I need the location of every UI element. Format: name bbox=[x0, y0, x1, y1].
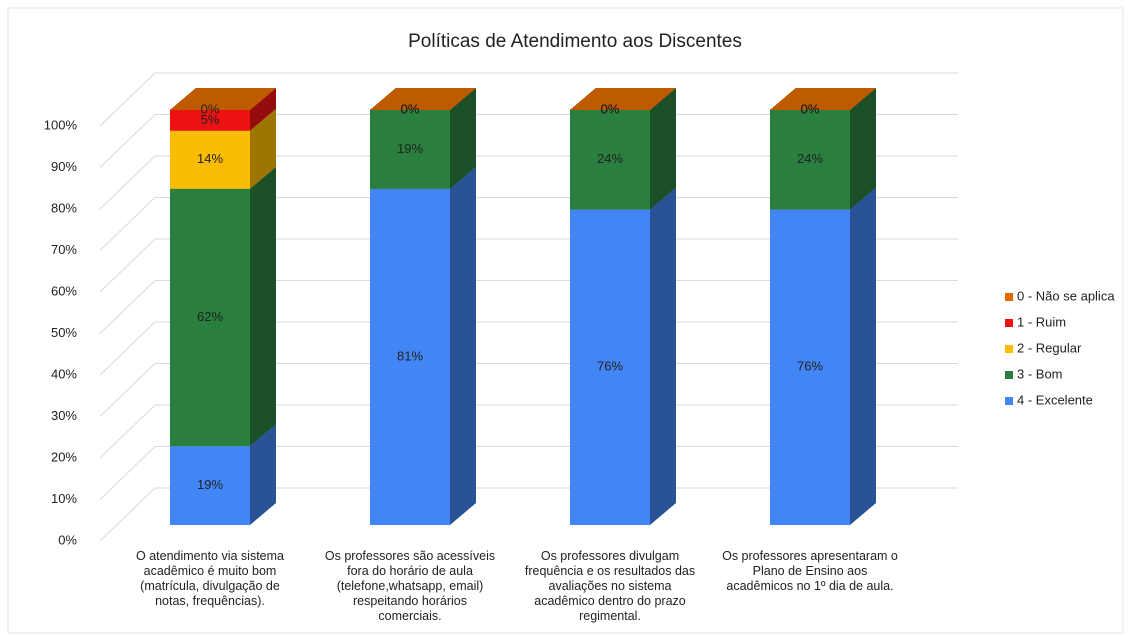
y-tick-label: 0% bbox=[58, 532, 77, 547]
bar-side bbox=[250, 166, 276, 447]
y-tick-label: 30% bbox=[51, 408, 77, 423]
data-label: 24% bbox=[797, 151, 823, 166]
bar-front bbox=[570, 110, 650, 210]
bar-segment bbox=[370, 88, 476, 189]
grid-line bbox=[99, 280, 958, 334]
bar-side bbox=[250, 108, 276, 189]
legend-swatch bbox=[1005, 397, 1013, 405]
bar-front bbox=[770, 110, 850, 210]
grid-line bbox=[99, 321, 958, 376]
data-label: 0% bbox=[801, 101, 820, 116]
y-tick-label: 100% bbox=[44, 117, 78, 132]
data-label: 19% bbox=[397, 141, 423, 156]
bar-side bbox=[850, 88, 876, 210]
frame bbox=[7, 7, 1124, 634]
bar-top bbox=[170, 88, 276, 110]
data-label: 81% bbox=[397, 348, 423, 363]
data-label: 0% bbox=[201, 101, 220, 116]
bar-side bbox=[250, 424, 276, 525]
grid-line bbox=[99, 197, 958, 251]
grid-line bbox=[99, 404, 958, 459]
y-tick-label: 80% bbox=[51, 200, 77, 215]
data-label: 0% bbox=[801, 101, 820, 116]
bar-side bbox=[450, 88, 476, 189]
x-tick-label: Os professores são acessíveis fora do ho… bbox=[324, 549, 496, 623]
bar-segment bbox=[370, 88, 476, 110]
bar-side bbox=[450, 166, 476, 525]
data-label: 24% bbox=[597, 151, 623, 166]
bar-front bbox=[370, 188, 450, 525]
bar-segment bbox=[370, 166, 476, 525]
bar-front bbox=[170, 446, 250, 525]
y-tick-label: 70% bbox=[51, 242, 77, 257]
y-tick-label: 40% bbox=[51, 366, 77, 381]
x-tick-label: Os professores divulgam frequência e os … bbox=[524, 549, 696, 623]
bar-segment bbox=[770, 187, 876, 525]
bar-top bbox=[770, 88, 876, 110]
grid-line bbox=[99, 238, 958, 293]
data-label: 0% bbox=[401, 101, 420, 116]
data-label: 0% bbox=[601, 101, 620, 116]
legend-swatch bbox=[1005, 371, 1013, 379]
bar-segment bbox=[570, 88, 676, 110]
bar-top bbox=[370, 88, 476, 110]
bar-segment bbox=[770, 88, 876, 110]
grid-line bbox=[99, 114, 958, 168]
data-label: 62% bbox=[197, 309, 223, 324]
bar-side bbox=[650, 187, 676, 525]
bar-front bbox=[770, 209, 850, 525]
bar-side bbox=[850, 187, 876, 525]
x-tick-label: O atendimento via sistema acadêmico é mu… bbox=[136, 549, 284, 608]
legend-swatch bbox=[1005, 293, 1013, 301]
data-label: 0% bbox=[601, 101, 620, 116]
legend-label: 3 - Bom bbox=[1017, 366, 1063, 381]
data-label: 0% bbox=[401, 101, 420, 116]
y-tick-label: 10% bbox=[51, 491, 77, 506]
y-tick-label: 50% bbox=[51, 325, 77, 340]
bar-front bbox=[170, 110, 250, 131]
chart-title: Políticas de Atendimento aos Discentes bbox=[408, 31, 742, 52]
bar-front bbox=[170, 188, 250, 447]
y-tick-label: 20% bbox=[51, 449, 77, 464]
x-tick-label: Os professores apresentaram o Plano de E… bbox=[722, 549, 898, 593]
bar-front bbox=[370, 110, 450, 189]
grid-line bbox=[99, 72, 958, 127]
data-label: 0% bbox=[601, 101, 620, 116]
y-tick-label: 60% bbox=[51, 283, 77, 298]
grid-line bbox=[99, 363, 958, 417]
data-label: 0% bbox=[401, 101, 420, 116]
data-label: 76% bbox=[797, 359, 823, 374]
data-label: 19% bbox=[197, 477, 223, 492]
data-label: 76% bbox=[597, 359, 623, 374]
bar-front bbox=[170, 130, 250, 189]
bar-top bbox=[570, 88, 676, 110]
bar-segment bbox=[570, 187, 676, 525]
legend-swatch bbox=[1005, 319, 1013, 327]
legend-swatch bbox=[1005, 345, 1013, 353]
data-label: 0% bbox=[801, 101, 820, 116]
data-label: 14% bbox=[197, 151, 223, 166]
bar-side bbox=[250, 88, 276, 131]
bar-side bbox=[650, 88, 676, 210]
data-label: 5% bbox=[201, 112, 220, 127]
legend-label: 4 - Excelente bbox=[1017, 392, 1093, 407]
legend-label: 2 - Regular bbox=[1017, 340, 1082, 355]
bar-front bbox=[570, 209, 650, 525]
legend-label: 1 - Ruim bbox=[1017, 314, 1066, 329]
bar-segment bbox=[170, 166, 276, 447]
legend-label: 0 - Não se aplica bbox=[1017, 288, 1115, 303]
grid-line bbox=[99, 155, 958, 210]
bar-segment bbox=[170, 88, 276, 110]
grid-line bbox=[99, 487, 958, 542]
y-tick-label: 90% bbox=[51, 159, 77, 174]
grid-line bbox=[99, 446, 958, 500]
